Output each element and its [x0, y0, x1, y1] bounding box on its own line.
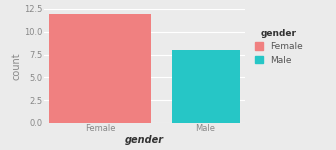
Y-axis label: count: count: [11, 52, 21, 80]
Bar: [172, 50, 240, 123]
X-axis label: gender: gender: [125, 135, 164, 145]
Legend: Female, Male: Female, Male: [253, 27, 305, 67]
Bar: [49, 14, 151, 123]
